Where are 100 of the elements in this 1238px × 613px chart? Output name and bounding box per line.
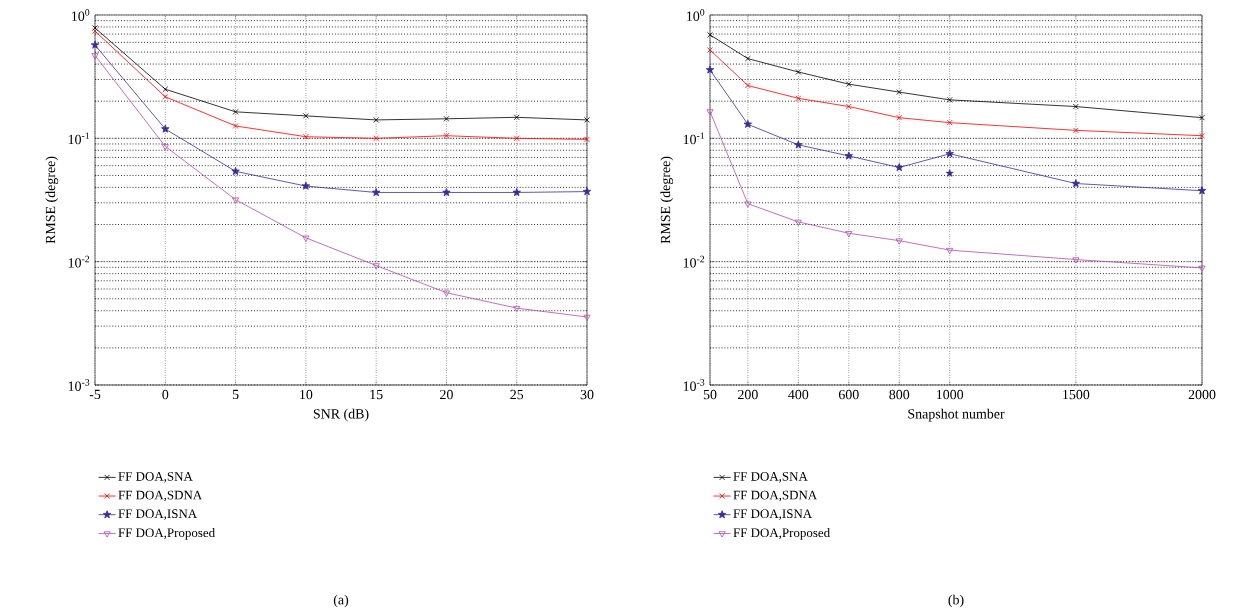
- point: [744, 201, 752, 208]
- point: [90, 40, 100, 49]
- point: [232, 123, 239, 129]
- point: [744, 55, 751, 62]
- point: [895, 238, 903, 245]
- x-tick-label: 400: [788, 389, 809, 400]
- point: [231, 166, 240, 175]
- point: [443, 115, 450, 122]
- point: [584, 116, 590, 123]
- point: [945, 149, 954, 158]
- point: [161, 124, 170, 133]
- point: [1198, 265, 1206, 272]
- point: [513, 305, 521, 313]
- x-tick-label: 30: [580, 389, 594, 400]
- point: [795, 95, 802, 102]
- point: [162, 86, 169, 93]
- x-tick-label: 10: [300, 389, 313, 400]
- point: [584, 136, 590, 143]
- point: [1199, 114, 1205, 121]
- point: [845, 231, 853, 238]
- x-tick-label: 600: [838, 389, 859, 400]
- x-tick-label: 2000: [1188, 389, 1216, 400]
- point: [845, 103, 852, 110]
- x-tick-label: 50: [703, 389, 717, 400]
- y-tick-label: 10$^{-3}$: [683, 379, 705, 391]
- point: [707, 31, 713, 38]
- x-tick-label: 200: [738, 389, 758, 400]
- point: [372, 263, 380, 270]
- x-axis-title: SNR (dB): [313, 408, 369, 422]
- point: [743, 119, 753, 128]
- point: [1072, 103, 1079, 110]
- point: [512, 188, 521, 197]
- point: [844, 151, 853, 160]
- point: [583, 314, 591, 321]
- x-tick-label: 1000: [936, 389, 964, 400]
- y-tick-label: 10$^{-2}$: [683, 255, 705, 268]
- point: [301, 181, 311, 190]
- x-tick-label: 20: [440, 389, 453, 400]
- point: [513, 135, 520, 142]
- legend-label: FF DOA,ISNA: [118, 509, 198, 520]
- x-tick-label: 15: [370, 389, 383, 400]
- point: [845, 81, 852, 88]
- point: [91, 53, 99, 60]
- y-tick-label: 10$^{-3}$: [68, 379, 90, 391]
- x-tick-label: 25: [510, 389, 524, 400]
- point: [92, 25, 98, 31]
- point: [442, 188, 451, 197]
- point: [302, 235, 310, 242]
- point: [896, 114, 903, 121]
- point: [896, 89, 903, 96]
- point: [705, 65, 715, 74]
- text: (a): [333, 594, 349, 608]
- point: [443, 132, 450, 139]
- point: [1199, 132, 1205, 139]
- x-axis-title: Snapshot number: [908, 408, 1005, 422]
- point: [302, 112, 309, 119]
- y-tick-label: 10$^{0}$: [687, 9, 705, 21]
- point: [895, 163, 904, 172]
- point: [1197, 186, 1207, 195]
- point: [232, 108, 239, 115]
- point: [794, 140, 803, 149]
- legend-label: FF DOA,SNA: [118, 472, 193, 483]
- point: [706, 109, 714, 116]
- point: [161, 144, 169, 151]
- point: [1072, 257, 1080, 264]
- point: [945, 169, 954, 177]
- legend-label: FF DOA,Proposed: [733, 528, 830, 540]
- x-tick-label: 5: [232, 389, 239, 400]
- legend-label: FF DOA,Proposed: [118, 528, 215, 540]
- y-tick-label: 10$^{-2}$: [68, 255, 90, 268]
- point: [582, 187, 592, 196]
- x-tick-label: -5: [89, 389, 101, 400]
- legend-label: FF DOA,SDNA: [118, 490, 203, 502]
- point: [794, 219, 802, 226]
- point: [302, 133, 309, 140]
- point: [442, 290, 450, 297]
- point: [946, 247, 954, 255]
- point: [1071, 179, 1081, 188]
- legend-label: FF DOA,SNA: [733, 472, 808, 483]
- point: [373, 116, 380, 123]
- point: [946, 119, 953, 126]
- point: [946, 96, 953, 103]
- point: [744, 82, 751, 89]
- y-tick-label: 10$^{0}$: [72, 9, 90, 21]
- point: [373, 135, 380, 142]
- y-axis-title: RMSE (degree): [45, 156, 59, 244]
- x-tick-label: 0: [162, 389, 169, 400]
- y-axis-title: RMSE (degree): [660, 156, 674, 244]
- x-tick-label: 1500: [1063, 389, 1090, 400]
- point: [162, 93, 169, 100]
- legend-label: FF DOA,ISNA: [733, 509, 813, 520]
- point: [1072, 127, 1079, 134]
- point: [371, 188, 381, 197]
- point: [92, 28, 98, 35]
- legend-label: FF DOA,SDNA: [733, 490, 818, 502]
- y-tick-label: 10$^{-1}$: [683, 132, 705, 145]
- text: (b): [948, 594, 964, 608]
- point: [232, 197, 240, 204]
- x-tick-label: 800: [889, 389, 910, 400]
- y-tick-label: 10$^{-1}$: [68, 132, 90, 145]
